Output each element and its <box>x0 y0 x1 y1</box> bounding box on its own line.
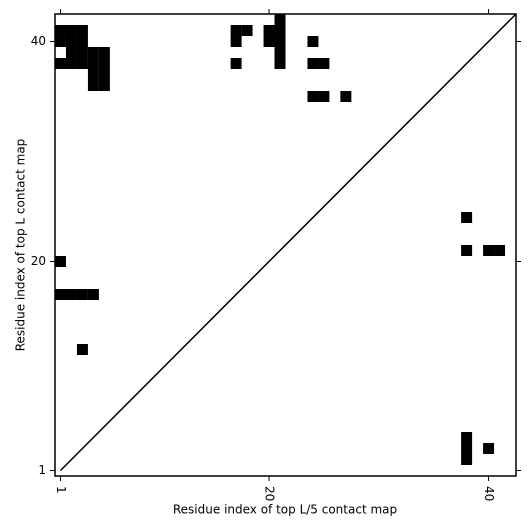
contact-cell <box>318 58 330 69</box>
contact-cell <box>76 47 88 58</box>
contact-cell <box>87 69 99 80</box>
contact-cell <box>98 69 110 80</box>
contact-cell <box>76 58 88 69</box>
contact-cell <box>65 36 77 47</box>
contact-cell <box>263 36 275 47</box>
contact-cell <box>55 289 66 300</box>
contact-cell <box>65 25 77 36</box>
y-tick-label: 20 <box>31 254 46 268</box>
contact-cell <box>55 256 66 267</box>
contact-cell <box>461 245 473 256</box>
contact-cell <box>87 80 99 91</box>
contact-cell <box>87 58 99 69</box>
contact-cell <box>76 289 88 300</box>
y-tick-label: 1 <box>38 463 46 477</box>
contact-cell <box>230 36 242 47</box>
contact-cell <box>87 289 99 300</box>
contact-cell <box>76 25 88 36</box>
x-axis-label: Residue index of top L/5 contact map <box>173 503 397 517</box>
contact-cell <box>274 58 286 69</box>
contact-cell <box>461 454 473 465</box>
contact-cell <box>307 58 319 69</box>
contact-cell <box>87 47 99 58</box>
contact-cell <box>263 25 275 36</box>
contact-cell <box>461 432 473 443</box>
diagonal-line <box>59 13 517 472</box>
contact-cell <box>65 58 77 69</box>
contact-cell <box>55 25 66 36</box>
x-tick-label: 1 <box>54 486 68 494</box>
contact-cell <box>98 47 110 58</box>
contact-cell <box>65 47 77 58</box>
contact-cell <box>483 245 495 256</box>
contact-cell <box>76 344 88 355</box>
contact-cell <box>318 91 330 102</box>
contact-cell <box>65 289 77 300</box>
contact-cell <box>230 58 242 69</box>
contact-cell <box>461 443 473 454</box>
contact-cell <box>274 47 286 58</box>
contact-cell <box>230 25 242 36</box>
contact-cell <box>494 245 506 256</box>
contact-cell <box>76 36 88 47</box>
contact-cell <box>98 80 110 91</box>
x-tick-label: 20 <box>263 486 277 501</box>
contact-cell <box>461 212 473 223</box>
contact-cell <box>483 443 495 454</box>
contact-cell <box>274 36 286 47</box>
contact-cell <box>55 36 66 47</box>
contact-cell <box>241 25 253 36</box>
plot-frame <box>54 13 517 477</box>
contact-cell <box>274 14 286 25</box>
x-tick-label: 40 <box>482 486 496 501</box>
y-tick-label: 40 <box>31 34 46 48</box>
contact-cell <box>55 58 66 69</box>
y-axis-label: Residue index of top L contact map <box>14 139 28 352</box>
contact-cell <box>340 91 352 102</box>
contact-cell <box>98 58 110 69</box>
contact-cell <box>274 25 286 36</box>
contact-cell <box>307 91 319 102</box>
contact-cell <box>307 36 319 47</box>
